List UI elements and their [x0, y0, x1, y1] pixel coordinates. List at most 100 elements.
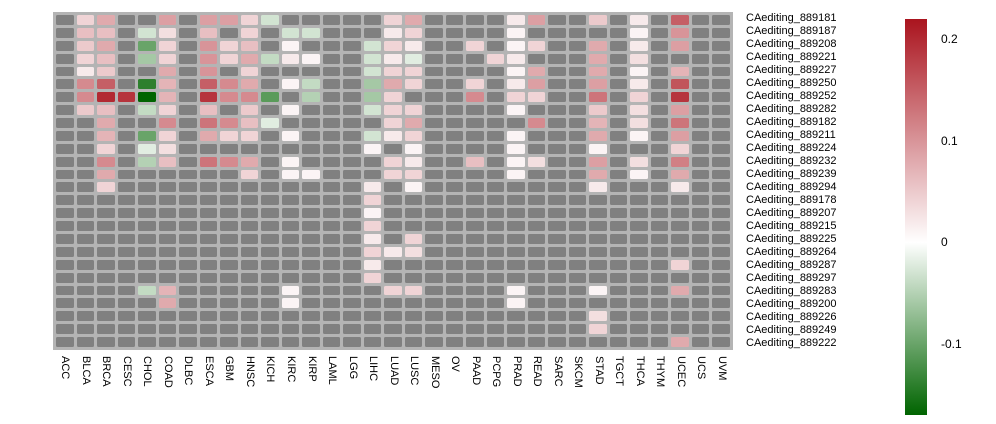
- heatmap-cell: [322, 221, 341, 232]
- heatmap-cell: [199, 311, 218, 322]
- heatmap-cell: [302, 272, 320, 283]
- heatmap-cell: [220, 221, 238, 232]
- heatmap-cell: [199, 182, 218, 193]
- heatmap-cell: [486, 143, 505, 154]
- heatmap-cell: [425, 15, 443, 25]
- heatmap-cell: [322, 79, 341, 90]
- heatmap-cell: [117, 324, 136, 335]
- heatmap-cell: [466, 40, 484, 51]
- heatmap-cell: [261, 298, 279, 309]
- heatmap-cell: [343, 53, 361, 64]
- heatmap-cell: [199, 285, 218, 296]
- heatmap-cell: [671, 15, 689, 25]
- heatmap-cell: [486, 118, 505, 128]
- heatmap-cell: [691, 298, 710, 309]
- heatmap-cell: [240, 15, 259, 25]
- heatmap-cell: [507, 79, 525, 90]
- heatmap-cell: [138, 195, 156, 206]
- heatmap-cell: [76, 92, 95, 103]
- heatmap-cell: [179, 66, 197, 77]
- heatmap-cell: [712, 53, 730, 64]
- heatmap-cell: [281, 259, 300, 270]
- heatmap-cell: [425, 92, 443, 103]
- heatmap-cell: [322, 40, 341, 51]
- heatmap-cell: [158, 195, 177, 206]
- heatmap-cell: [240, 298, 259, 309]
- heatmap-cell: [404, 53, 423, 64]
- heatmap-cell: [527, 156, 546, 167]
- heatmap-cell: [322, 156, 341, 167]
- heatmap-cell: [445, 40, 464, 51]
- heatmap-cell: [712, 298, 730, 309]
- heatmap-cell: [712, 92, 730, 103]
- heatmap-cell: [425, 272, 443, 283]
- heatmap-cell: [650, 130, 669, 141]
- heatmap-cell: [56, 259, 74, 270]
- heatmap-cell: [220, 195, 238, 206]
- heatmap-cell: [322, 337, 341, 347]
- heatmap-cell: [671, 143, 689, 154]
- heatmap-cell: [527, 324, 546, 335]
- heatmap-cell: [630, 40, 648, 51]
- heatmap-cell: [527, 169, 546, 180]
- heatmap-cell: [425, 130, 443, 141]
- heatmap-cell: [97, 272, 115, 283]
- heatmap-cell: [97, 221, 115, 232]
- heatmap-cell: [527, 92, 546, 103]
- heatmap-cell: [445, 105, 464, 116]
- heatmap-cell: [179, 182, 197, 193]
- heatmap-cell: [117, 130, 136, 141]
- heatmap-cell: [138, 311, 156, 322]
- heatmap-cell: [343, 298, 361, 309]
- column-label: OV: [449, 356, 462, 372]
- heatmap-cell: [363, 285, 382, 296]
- row-label: CAediting_889215: [746, 220, 837, 232]
- heatmap-cell: [507, 53, 525, 64]
- heatmap-cell: [363, 208, 382, 219]
- heatmap-cell: [507, 15, 525, 25]
- heatmap-cell: [56, 143, 74, 154]
- legend-tick-label: -0.1: [941, 336, 962, 351]
- heatmap-cell: [56, 182, 74, 193]
- heatmap-cell: [650, 324, 669, 335]
- heatmap-cell: [671, 79, 689, 90]
- column-label: COAD: [161, 356, 174, 388]
- heatmap-cell: [56, 246, 74, 257]
- heatmap-cell: [281, 311, 300, 322]
- heatmap-cell: [97, 208, 115, 219]
- heatmap-cell: [486, 169, 505, 180]
- heatmap-cell: [199, 15, 218, 25]
- row-label: CAediting_889221: [746, 51, 837, 63]
- heatmap-cell: [384, 246, 402, 257]
- heatmap-cell: [609, 143, 628, 154]
- heatmap-cell: [302, 208, 320, 219]
- heatmap-cell: [138, 15, 156, 25]
- heatmap-cell: [486, 195, 505, 206]
- heatmap-cell: [507, 298, 525, 309]
- heatmap-cell: [76, 246, 95, 257]
- heatmap-cell: [261, 259, 279, 270]
- heatmap-cell: [712, 66, 730, 77]
- heatmap-cell: [486, 311, 505, 322]
- heatmap-grid: [53, 12, 733, 350]
- heatmap-cell: [240, 324, 259, 335]
- heatmap-cell: [199, 143, 218, 154]
- heatmap-cell: [609, 337, 628, 347]
- heatmap-cell: [630, 195, 648, 206]
- heatmap-cell: [199, 259, 218, 270]
- heatmap-cell: [158, 53, 177, 64]
- heatmap-cell: [322, 311, 341, 322]
- row-label: CAediting_889187: [746, 25, 837, 37]
- heatmap-cell: [712, 195, 730, 206]
- heatmap-cell: [486, 234, 505, 244]
- heatmap-cell: [589, 234, 607, 244]
- heatmap-cell: [568, 298, 587, 309]
- heatmap-cell: [445, 66, 464, 77]
- heatmap-cell: [240, 118, 259, 128]
- heatmap-cell: [56, 15, 74, 25]
- heatmap-cell: [486, 92, 505, 103]
- heatmap-cell: [179, 195, 197, 206]
- heatmap-cell: [630, 92, 648, 103]
- heatmap-cell: [404, 156, 423, 167]
- heatmap-cell: [507, 195, 525, 206]
